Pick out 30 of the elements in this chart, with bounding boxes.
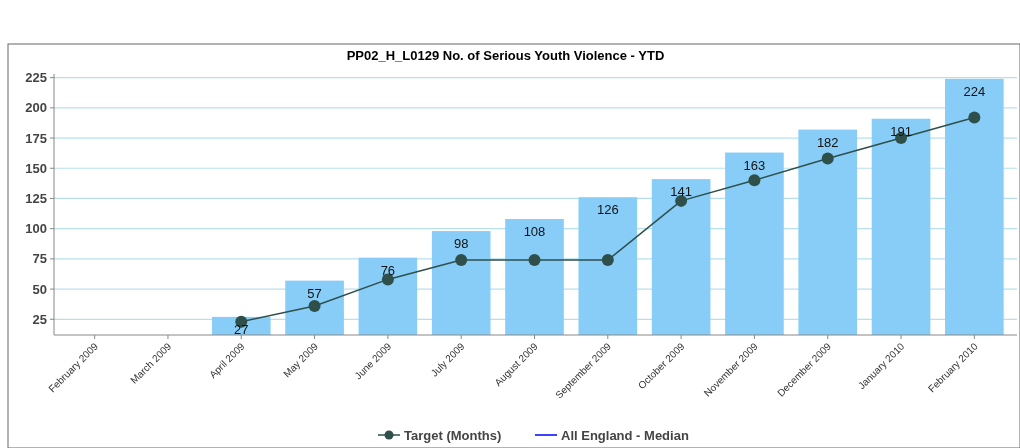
- data-label: 182: [816, 134, 839, 150]
- data-label: 163: [743, 157, 766, 173]
- data-label: 98: [453, 236, 469, 252]
- point: [968, 111, 981, 124]
- y-tick-label: 225: [25, 70, 47, 86]
- point: [308, 300, 321, 312]
- point: [601, 254, 614, 267]
- data-label: 108: [523, 224, 546, 239]
- legend-label: Target (Months): [404, 428, 502, 443]
- y-tick-label: 25: [32, 311, 47, 327]
- y-tick-label: 100: [25, 221, 47, 237]
- point: [748, 174, 761, 187]
- data-label: 76: [380, 262, 396, 278]
- data-label: 224: [963, 83, 986, 99]
- point: [528, 254, 541, 267]
- y-tick-label: 150: [25, 160, 47, 176]
- chart-title: PP02_H_L0129 No. of Serious Youth Violence - YTD: [346, 48, 665, 63]
- data-label: 126: [596, 202, 619, 218]
- data-label: 191: [890, 123, 912, 139]
- data-label: 141: [670, 184, 692, 200]
- data-label: 27: [234, 321, 249, 337]
- point: [455, 254, 468, 267]
- y-tick-label: 50: [32, 281, 47, 297]
- y-tick-label: 75: [32, 251, 47, 267]
- y-tick-label: 175: [25, 130, 47, 146]
- y-tick-label: 200: [25, 100, 47, 116]
- point: [821, 152, 834, 165]
- data-label: 57: [307, 285, 322, 301]
- legend-label: All England - Median: [561, 428, 689, 443]
- y-tick-label: 125: [25, 191, 47, 207]
